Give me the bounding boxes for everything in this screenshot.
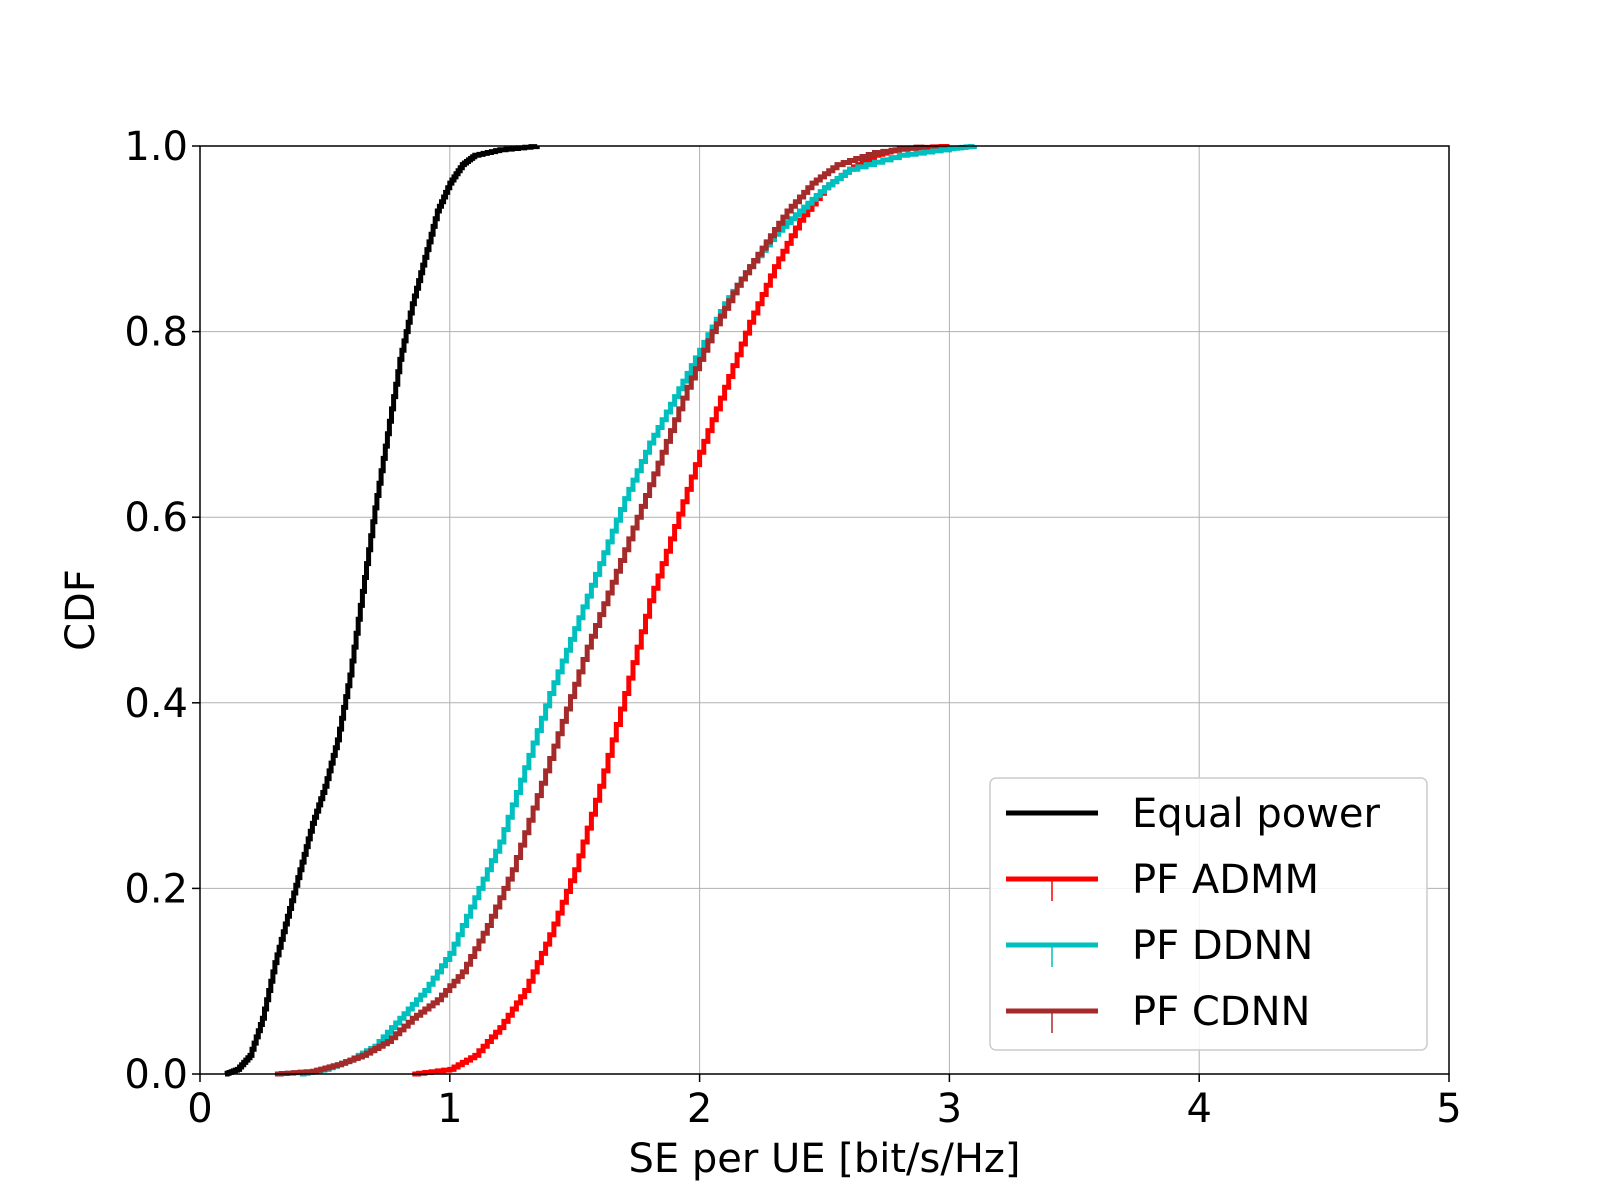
axis-ticks: 0 1 2 3 4 5 0.0 0.2 0.4 0.6 0.8 1.0 bbox=[124, 124, 1461, 1132]
y-tick-label: 0.8 bbox=[124, 310, 188, 356]
legend: Equal power PF ADMM PF DDNN PF CDNN bbox=[989, 777, 1428, 1051]
y-tick-label: 0.2 bbox=[124, 866, 188, 912]
plot-frame bbox=[199, 145, 1450, 1075]
legend-box bbox=[989, 777, 1428, 1051]
x-axis-label: SE per UE [bit/s/Hz] bbox=[628, 1136, 1020, 1182]
y-tick-label: 0.4 bbox=[124, 681, 188, 727]
y-axis-label: CDF bbox=[58, 569, 104, 651]
x-tick-label: 2 bbox=[687, 1086, 712, 1132]
x-tick-label: 5 bbox=[1436, 1086, 1461, 1132]
legend-label-pf-cdnn: PF CDNN bbox=[1132, 989, 1310, 1035]
x-tick-label: 1 bbox=[437, 1086, 462, 1132]
series-line-pf-ddnn bbox=[299, 144, 977, 1077]
y-tick-label: 1.0 bbox=[124, 124, 188, 170]
y-tick-label: 0.6 bbox=[124, 495, 188, 541]
series-line-pf-cdnn bbox=[274, 144, 927, 1077]
series-line-equal-power bbox=[224, 144, 540, 1077]
y-tick-label: 0.0 bbox=[124, 1052, 188, 1098]
grid bbox=[199, 145, 1450, 1075]
x-tick-label: 4 bbox=[1186, 1086, 1211, 1132]
x-tick-label: 3 bbox=[937, 1086, 962, 1132]
legend-label-equal-power: Equal power bbox=[1132, 791, 1381, 837]
x-tick-label: 0 bbox=[187, 1086, 212, 1132]
plot-lines bbox=[224, 144, 977, 1077]
legend-label-pf-admm: PF ADMM bbox=[1132, 857, 1319, 903]
legend-label-pf-ddnn: PF DDNN bbox=[1132, 923, 1313, 969]
